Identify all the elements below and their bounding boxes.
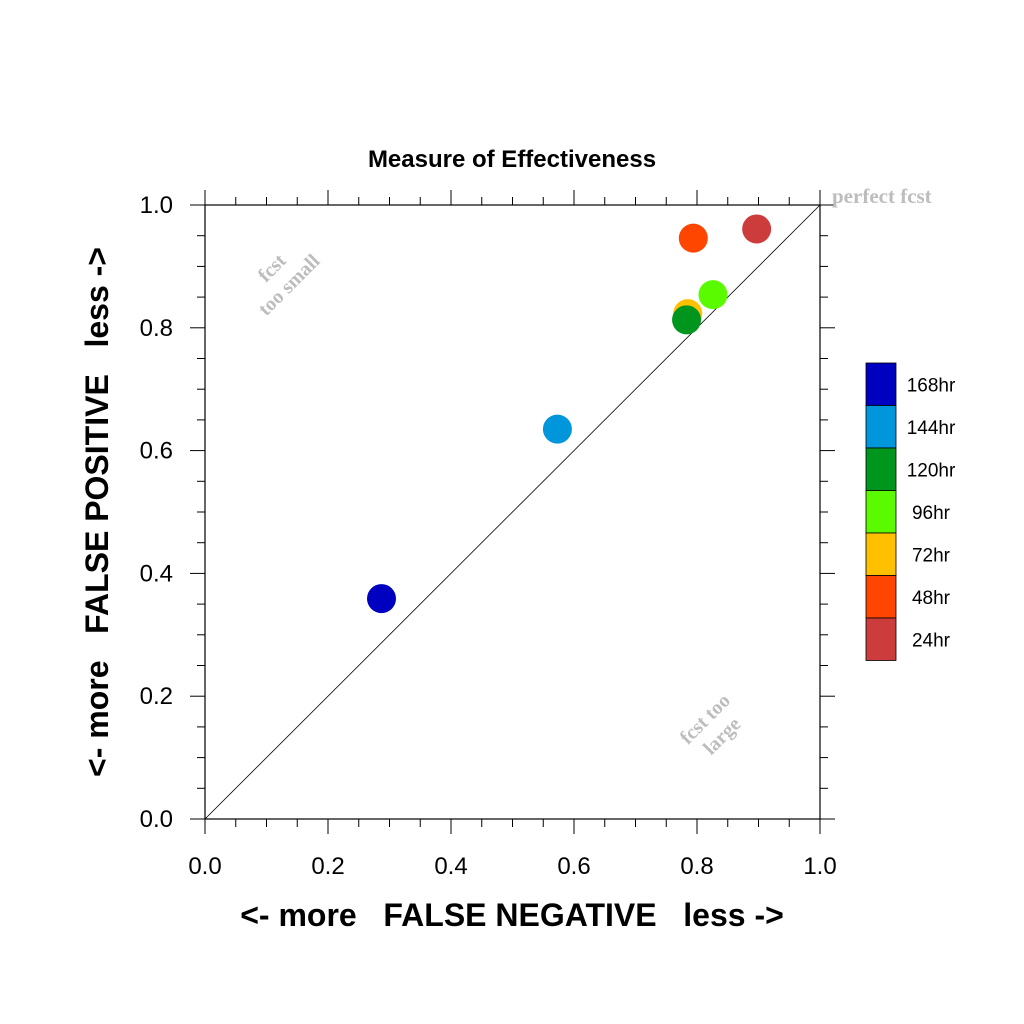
axis-tick-labels: 0.0 0.2 0.4 0.6 0.8 1.0 0.0 0.2 0.4 0.6 0.8 1.0 — [140, 192, 837, 880]
y-tick-label: 0.8 — [140, 315, 173, 342]
legend-swatch-120hr — [865, 447, 897, 491]
legend-label-120hr: 120hr — [907, 460, 956, 481]
legend-label-168hr: 168hr — [907, 375, 956, 396]
y-tick-label: 0.6 — [140, 438, 173, 465]
legend-swatch-24hr — [865, 617, 897, 661]
data-points — [367, 214, 772, 614]
point-144hr — [542, 414, 572, 444]
plot-annotations: perfect fcst fcst too small fcst too lar… — [254, 184, 932, 759]
x-tick-label: 0.0 — [188, 853, 221, 880]
x-tick-label: 0.2 — [311, 853, 344, 880]
axis-ticks — [190, 190, 835, 834]
point-24hr — [742, 214, 772, 244]
legend-swatch-168hr — [865, 362, 897, 406]
y-tick-label: 0.2 — [140, 683, 173, 710]
point-96hr — [698, 280, 728, 310]
legend-swatch-144hr — [865, 405, 897, 449]
y-tick-label: 0.0 — [140, 806, 173, 833]
point-168hr — [367, 584, 397, 614]
x-tick-label: 1.0 — [803, 853, 836, 880]
legend-label-24hr: 24hr — [912, 630, 951, 651]
chart-title: Measure of Effectiveness — [368, 146, 656, 173]
x-tick-label: 0.6 — [557, 853, 590, 880]
x-tick-label: 0.8 — [680, 853, 713, 880]
y-tick-label: 1.0 — [140, 192, 173, 219]
y-axis-label: <- more FALSE POSITIVE less -> — [79, 247, 115, 777]
y-tick-label: 0.4 — [140, 560, 173, 587]
legend-label-144hr: 144hr — [907, 418, 956, 439]
legend-swatch-72hr — [865, 532, 897, 576]
legend-label-48hr: 48hr — [912, 588, 951, 609]
legend-swatch-48hr — [865, 575, 897, 619]
x-axis-label: <- more FALSE NEGATIVE less -> — [240, 897, 784, 933]
x-tick-label: 0.4 — [434, 853, 467, 880]
legend-label-72hr: 72hr — [912, 545, 951, 566]
legend-swatch-96hr — [865, 490, 897, 534]
legend-label-96hr: 96hr — [912, 503, 951, 524]
point-120hr — [672, 305, 702, 335]
point-48hr — [678, 223, 708, 253]
annotation-perfect-fcst: perfect fcst — [832, 184, 932, 208]
legend: 168hr 144hr 120hr 96hr 72hr 48hr 24hr — [865, 362, 956, 661]
